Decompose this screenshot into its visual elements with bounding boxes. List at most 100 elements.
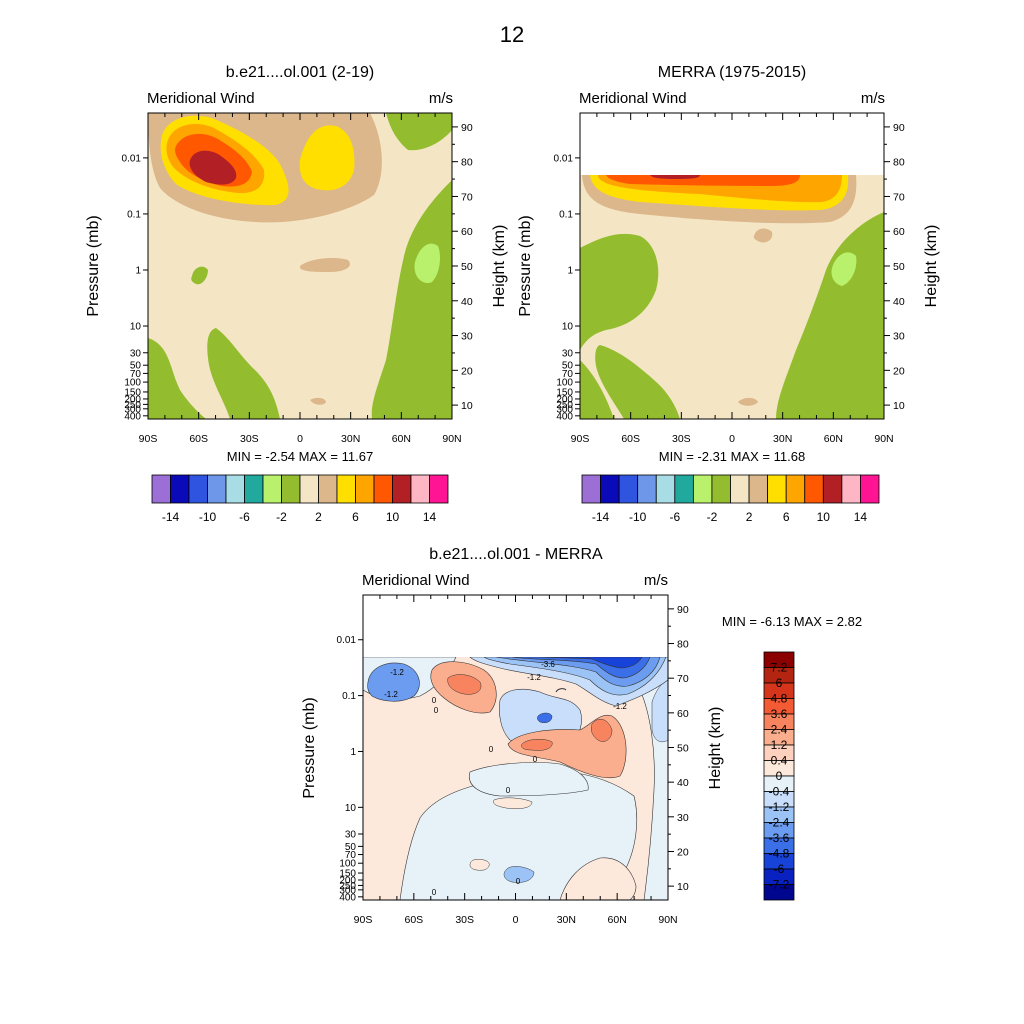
pressure-tick-label: 0.01 (337, 635, 357, 646)
height-tick-label: 90 (461, 122, 473, 134)
colorbar-label: -6 (669, 510, 680, 524)
lat-tick-label: 90N (658, 914, 677, 926)
field-lightgreen-right (831, 252, 857, 286)
colorbar-box (410, 474, 430, 504)
lat-tick-label: 30N (773, 433, 792, 445)
pressure-tick-label: 150 (339, 869, 356, 880)
height-tick-label: 60 (677, 708, 689, 720)
height-tick-label: 10 (893, 400, 905, 412)
colorbar-label: -2.4 (769, 816, 790, 830)
height-tick-label: 90 (677, 604, 689, 616)
colorbar-label: -1.2 (769, 800, 790, 814)
panel-difference: b.e21....ol.001 - MERRA Meridional Wind … (301, 546, 862, 926)
colorbar-box (355, 474, 375, 504)
pressure-tick-label: 50 (562, 361, 574, 372)
field-lightgreen-right (414, 243, 440, 284)
colorbar-label: 10 (386, 510, 400, 524)
height-tick-label: 50 (461, 261, 473, 273)
panel-difference-axes: 0.010.1110305070100150200250300400102030… (337, 595, 689, 926)
field-green-left-lower (580, 360, 614, 419)
panel-model-pressure-label: Pressure (mb) (85, 215, 102, 316)
colorbar-box (151, 474, 171, 504)
field-positive-pocket (559, 857, 637, 900)
height-tick-label: 80 (461, 157, 473, 169)
field-negative-blob (503, 866, 535, 883)
height-tick-label: 10 (677, 881, 689, 893)
panel-model-variable: Meridional Wind (147, 90, 255, 107)
lat-tick-label: 60S (621, 433, 640, 445)
field-green-right (371, 180, 452, 419)
field-tan-small (310, 397, 326, 405)
field-positive-mid-core (521, 739, 553, 751)
colorbar-label: -14 (592, 510, 610, 524)
colorbar-box (692, 474, 713, 504)
height-tick-label: 30 (461, 331, 473, 343)
pressure-tick-label: 200 (339, 876, 356, 887)
panel-model-axes: 0.010.1110305070100150200250300400102030… (122, 113, 473, 445)
colorbar-label: 4.8 (771, 692, 788, 706)
panel-merra-minmax: MIN = -2.31 MAX = 11.68 (659, 449, 805, 464)
pressure-tick-label: 100 (556, 378, 573, 389)
colorbar-label: 1.2 (771, 738, 788, 752)
field-negative-midband (469, 762, 589, 797)
colorbar-label: -14 (162, 510, 180, 524)
pressure-tick-label: 150 (556, 387, 573, 398)
panel-merra-field (580, 175, 884, 419)
field-yellow-secondary (299, 125, 355, 191)
height-tick-label: 40 (677, 777, 689, 789)
height-tick-label: 20 (677, 846, 689, 858)
colorbar-box (748, 474, 769, 504)
pressure-tick-label: 300 (339, 885, 356, 896)
height-tick-label: 60 (461, 226, 473, 238)
lat-tick-label: 0 (729, 433, 735, 445)
panel-model-height-label: Height (km) (491, 225, 508, 308)
height-tick-label: 20 (461, 365, 473, 377)
contour-label: 0 (489, 745, 494, 754)
pressure-tick-label: 400 (556, 411, 573, 422)
field-green-left (148, 338, 206, 419)
height-tick-label: 90 (893, 122, 905, 134)
pressure-tick-label: 30 (562, 348, 574, 359)
pressure-tick-label: 250 (124, 400, 141, 411)
contour-label: 0 (516, 877, 521, 886)
pressure-tick-label: 300 (556, 404, 573, 415)
colorbar-box (711, 474, 731, 504)
lat-tick-label: 60S (189, 433, 208, 445)
lat-tick-label: 0 (297, 433, 303, 445)
pressure-tick-label: 300 (124, 404, 141, 415)
pressure-tick-label: 1 (567, 265, 573, 276)
pressure-tick-label: 200 (556, 394, 573, 405)
pressure-tick-label: 10 (562, 322, 574, 333)
colorbar-label: 2.4 (771, 723, 788, 737)
lat-tick-label: 0 (513, 914, 519, 926)
colorbar-box (373, 474, 393, 504)
lat-tick-label: 30N (557, 914, 576, 926)
colorbar-label: -6 (239, 510, 250, 524)
panel-difference-variable: Meridional Wind (362, 572, 470, 589)
panel-merra-units: m/s (861, 90, 885, 107)
field-green-mid (595, 345, 680, 419)
colorbar-box (318, 474, 338, 504)
contour-label: 0 (432, 696, 437, 705)
pressure-tick-label: 250 (556, 400, 573, 411)
pressure-tick-label: 250 (339, 881, 356, 892)
lat-tick-label: 30N (341, 433, 360, 445)
colorbar-box (860, 474, 880, 504)
lat-tick-label: 60N (608, 914, 627, 926)
contour-label: -3.6 (541, 660, 555, 669)
panel-merra-title: MERRA (1975-2015) (658, 64, 807, 81)
colorbar-label: 2 (315, 510, 322, 524)
colorbar-label: 6 (783, 510, 790, 524)
pressure-tick-label: 70 (345, 850, 357, 861)
panel-model-colorbar: -14 -10 -6 -2 2 6 10 14 (151, 474, 449, 524)
height-tick-label: 80 (677, 639, 689, 651)
lat-tick-label: 30S (240, 433, 259, 445)
colorbar-box (392, 474, 412, 504)
lat-tick-label: 30S (672, 433, 691, 445)
colorbar-box (244, 474, 264, 504)
pressure-tick-label: 0.01 (122, 153, 142, 164)
colorbar-box (429, 474, 449, 504)
colorbar-label: -2 (707, 510, 718, 524)
height-tick-label: 70 (677, 673, 689, 685)
height-tick-label: 70 (461, 191, 473, 203)
